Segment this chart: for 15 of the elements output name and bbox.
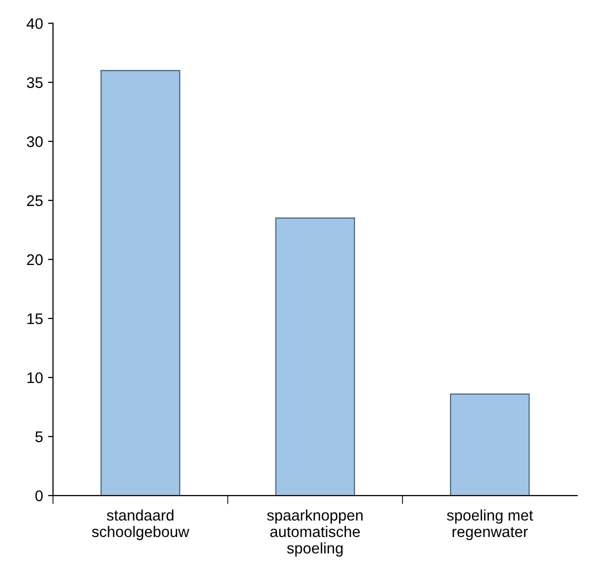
y-tick-label: 25	[27, 195, 43, 206]
y-tick-label: 0	[35, 490, 43, 502]
y-tick-label: 35	[26, 77, 43, 88]
bar	[275, 218, 355, 496]
y-tick-label: 20	[27, 254, 43, 266]
y-tick-label: 5	[35, 432, 43, 442]
y-tick-label: 10	[27, 372, 43, 384]
bar	[100, 70, 180, 496]
bar	[450, 393, 530, 496]
x-tick-label: spaarknoppen automatische spoeling	[267, 509, 363, 557]
x-tick-label: standaard schoolgebouw	[92, 509, 190, 540]
y-tick-label: 40	[26, 18, 43, 30]
y-tick-label: 15	[27, 313, 43, 324]
x-tick-label: spoeling met regenwater	[446, 509, 534, 540]
y-tick-label: 30	[26, 136, 43, 148]
